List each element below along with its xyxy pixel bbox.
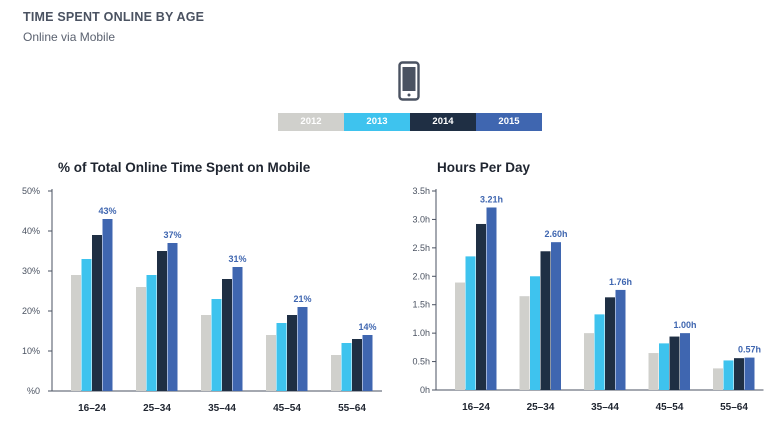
bar-mobile-share-2015-4 [362, 335, 373, 391]
bar-mobile-share-2015-2 [232, 267, 243, 391]
bar-mobile-share-2012-2 [201, 315, 211, 391]
data-label-hours: 2.60h [544, 229, 567, 239]
bar-mobile-share-2013-4 [341, 343, 352, 391]
bar-hours-2013-2 [594, 314, 605, 390]
mobile-phone-icon [398, 61, 420, 101]
page-title: TIME SPENT ONLINE BY AGE [23, 10, 205, 24]
data-label-hours: 3.21h [480, 194, 503, 204]
y-tick-label: 3.0h [412, 214, 430, 224]
bar-mobile-share-2015-0 [102, 219, 113, 391]
bar-hours-2014-0 [476, 223, 486, 390]
data-label-mobile-share: 37% [163, 230, 181, 240]
page-subtitle: Online via Mobile [23, 30, 116, 44]
bar-mobile-share-2015-3 [297, 307, 308, 391]
y-tick-label: 10% [22, 346, 40, 356]
bar-mobile-share-2012-1 [136, 287, 146, 391]
bar-mobile-share-2015-1 [167, 243, 178, 391]
bar-mobile-share-2014-0 [92, 235, 102, 391]
bar-mobile-share-2013-2 [211, 299, 222, 391]
bar-hours-2012-1 [519, 296, 530, 390]
bar-hours-2012-4 [713, 368, 723, 390]
bar-mobile-share-2012-4 [331, 355, 341, 391]
bar-mobile-share-2013-3 [276, 323, 287, 391]
y-tick-label: %0 [27, 386, 40, 396]
category-label-hours: 16–24 [462, 402, 490, 413]
y-tick-label: 0.5h [412, 357, 430, 367]
bar-hours-2015-1 [551, 242, 561, 390]
data-label-hours: 1.76h [609, 277, 632, 287]
bar-mobile-share-2014-4 [352, 339, 362, 391]
bar-hours-2013-4 [723, 360, 734, 390]
bar-hours-2012-3 [648, 353, 659, 390]
bar-mobile-share-2012-3 [266, 335, 276, 391]
y-tick-label: 40% [22, 226, 40, 236]
category-label-hours: 25–34 [527, 402, 555, 413]
bar-mobile-share-2014-3 [287, 315, 297, 391]
data-label-hours: 0.57h [738, 345, 761, 355]
bar-hours-2014-4 [734, 358, 744, 390]
data-label-mobile-share: 14% [358, 322, 376, 332]
bar-hours-2014-1 [540, 251, 551, 390]
category-label-hours: 35–44 [591, 402, 619, 413]
data-label-mobile-share: 43% [98, 206, 116, 216]
chart-title-hours-per-day: Hours Per Day [437, 160, 531, 175]
y-tick-label: 3.5h [412, 186, 430, 196]
y-tick-label: 1.0h [412, 328, 430, 338]
category-label-mobile-share: 55–64 [338, 403, 366, 414]
bar-hours-2015-2 [615, 289, 626, 390]
legend-item-2014: 2014 [410, 113, 476, 131]
category-label-hours: 45–54 [656, 402, 684, 413]
bar-hours-2013-1 [530, 276, 540, 390]
bar-hours-2012-0 [455, 282, 465, 390]
y-tick-label: 0h [420, 385, 430, 395]
bar-hours-2015-0 [486, 207, 497, 390]
y-tick-label: 1.5h [412, 300, 430, 310]
y-tick-label: 30% [22, 266, 40, 276]
bar-hours-2014-2 [605, 297, 615, 390]
bar-mobile-share-2013-0 [81, 259, 92, 391]
data-label-mobile-share: 21% [293, 294, 311, 304]
category-label-hours: 55–64 [720, 402, 748, 413]
category-label-mobile-share: 45–54 [273, 403, 301, 414]
bar-mobile-share-2014-2 [222, 279, 232, 391]
category-label-mobile-share: 35–44 [208, 403, 236, 414]
bar-mobile-share-2014-1 [157, 251, 167, 391]
y-tick-label: 2.0h [412, 271, 430, 281]
legend-item-2012: 2012 [278, 113, 344, 131]
bar-mobile-share-2012-0 [71, 275, 81, 391]
category-label-mobile-share: 25–34 [143, 403, 171, 414]
bar-hours-2015-3 [680, 333, 690, 390]
legend-item-2015: 2015 [476, 113, 542, 131]
y-tick-label: 20% [22, 306, 40, 316]
bar-hours-2013-3 [659, 343, 669, 390]
y-tick-label: 50% [22, 186, 40, 196]
bar-hours-2014-3 [669, 336, 680, 390]
y-tick-label: 2.5h [412, 243, 430, 253]
category-label-mobile-share: 16–24 [78, 403, 106, 414]
bar-hours-2012-2 [584, 333, 594, 390]
bar-hours-2015-4 [744, 357, 755, 390]
legend: 2012 2013 2014 2015 [278, 113, 542, 131]
bar-mobile-share-2013-1 [146, 275, 157, 391]
data-label-mobile-share: 31% [228, 254, 246, 264]
chart-title-mobile-share: % of Total Online Time Spent on Mobile [58, 160, 311, 175]
data-label-hours: 1.00h [673, 320, 696, 330]
bar-hours-2013-0 [465, 256, 476, 390]
legend-item-2013: 2013 [344, 113, 410, 131]
